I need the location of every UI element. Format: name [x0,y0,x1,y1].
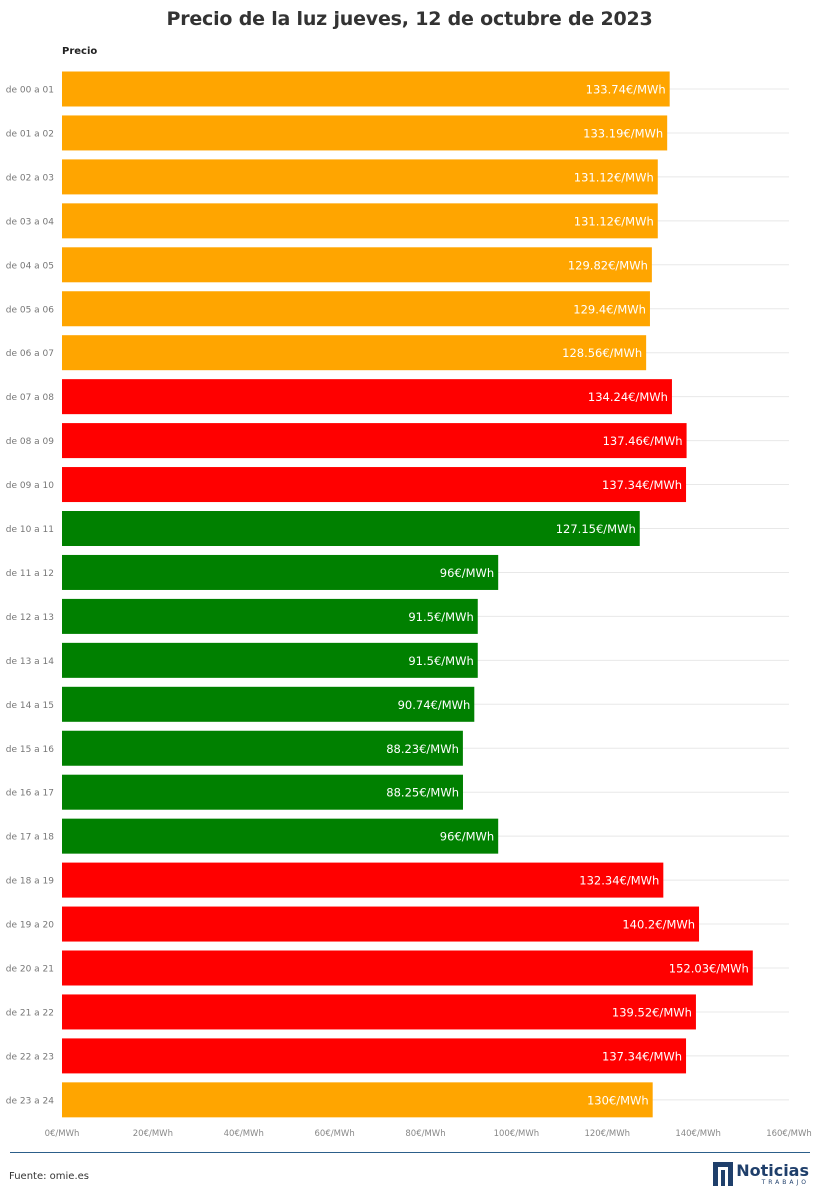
value-label: 137.34€/MWh [602,1049,682,1063]
category-label: de 20 a 21 [6,965,54,975]
x-tick-label: 60€/MWh [315,1129,355,1139]
category-label: de 18 a 19 [6,877,55,887]
value-label: 91.5€/MWh [408,610,473,624]
bar [62,774,463,810]
logo-main-text: Noticias [736,1160,809,1180]
value-label: 131.12€/MWh [574,170,654,184]
value-label: 131.12€/MWh [574,214,654,228]
bar [62,423,687,459]
category-label: de 16 a 17 [6,789,54,799]
value-label: 90.74€/MWh [398,698,471,712]
bar [62,598,478,634]
category-label: de 04 a 05 [6,261,54,271]
logo-text: Noticias TRABAJO [736,1160,809,1186]
value-label: 88.23€/MWh [386,742,459,756]
category-label: de 22 a 23 [6,1052,54,1062]
value-label: 132.34€/MWh [579,874,659,888]
bar [62,335,647,371]
value-label: 140.2€/MWh [622,918,695,932]
x-tick-label: 0€/MWh [45,1129,80,1139]
category-label: de 02 a 03 [6,173,54,183]
category-label: de 03 a 04 [6,217,55,227]
bar [62,511,640,546]
bar [62,203,658,239]
bar [62,71,670,107]
bar [62,818,499,854]
value-label: 127.15€/MWh [556,522,636,536]
bar [62,950,753,986]
value-label: 129.4€/MWh [573,302,646,316]
x-tick-label: 160€/MWh [766,1129,812,1139]
bar [62,159,658,195]
value-label: 128.56€/MWh [562,346,642,360]
x-tick-label: 80€/MWh [405,1129,445,1139]
x-tick-label: 140€/MWh [675,1129,721,1139]
category-label: de 13 a 14 [6,657,55,667]
category-label: de 05 a 06 [6,305,55,315]
bar [62,291,650,327]
bar [62,730,463,766]
value-label: 134.24€/MWh [588,390,668,404]
bar [62,906,700,942]
bar [62,862,664,898]
bar [62,1082,653,1118]
value-label: 133.19€/MWh [583,126,663,140]
bar [62,115,668,151]
category-label: de 08 a 09 [6,437,55,447]
logo-sub-text: TRABAJO [761,1178,809,1186]
category-label: de 23 a 24 [6,1096,55,1106]
category-label: de 12 a 13 [6,613,54,623]
category-label: de 14 a 15 [6,701,54,711]
value-label: 91.5€/MWh [408,654,473,668]
x-tick-label: 100€/MWh [494,1129,540,1139]
value-label: 130€/MWh [587,1093,649,1107]
series-label: Precio [62,46,98,57]
value-label: 133.74€/MWh [586,83,666,97]
category-label: de 10 a 11 [6,525,54,535]
value-label: 139.52€/MWh [612,1005,692,1019]
x-tick-label: 40€/MWh [224,1129,264,1139]
category-label: de 21 a 22 [6,1008,54,1018]
bar-chart: de 00 a 01 133.74€/MWh de 01 a 02 133.19€/M… [6,71,812,1139]
category-label: de 15 a 16 [6,745,55,755]
category-label: de 09 a 10 [6,481,55,491]
x-tick-label: 20€/MWh [133,1129,173,1139]
chart-title: Precio de la luz jueves, 12 de octubre d… [166,8,653,30]
value-label: 96€/MWh [440,830,494,844]
bar [62,247,652,283]
value-label: 96€/MWh [440,566,494,580]
category-label: de 01 a 02 [6,129,54,139]
bar [62,686,475,722]
category-label: de 19 a 20 [6,921,55,931]
bar [62,379,672,415]
value-label: 137.46€/MWh [603,434,683,448]
logo-mark-icon [713,1162,734,1186]
bar [62,642,478,678]
source-text: Fuente: omie.es [9,1171,89,1182]
category-label: de 00 a 01 [6,86,54,96]
bar [62,467,687,503]
value-label: 137.34€/MWh [602,478,682,492]
bar [62,1038,687,1074]
bar [62,554,499,590]
bar [62,994,696,1030]
category-label: de 07 a 08 [6,393,55,403]
value-label: 88.25€/MWh [386,786,459,800]
value-label: 129.82€/MWh [568,258,648,272]
value-label: 152.03€/MWh [669,962,749,976]
category-label: de 11 a 12 [6,569,54,579]
category-label: de 06 a 07 [6,349,54,359]
x-tick-label: 120€/MWh [584,1129,630,1139]
category-label: de 17 a 18 [6,833,55,843]
footer-divider [10,1152,810,1153]
brand-logo: Noticias TRABAJO [713,1162,809,1186]
